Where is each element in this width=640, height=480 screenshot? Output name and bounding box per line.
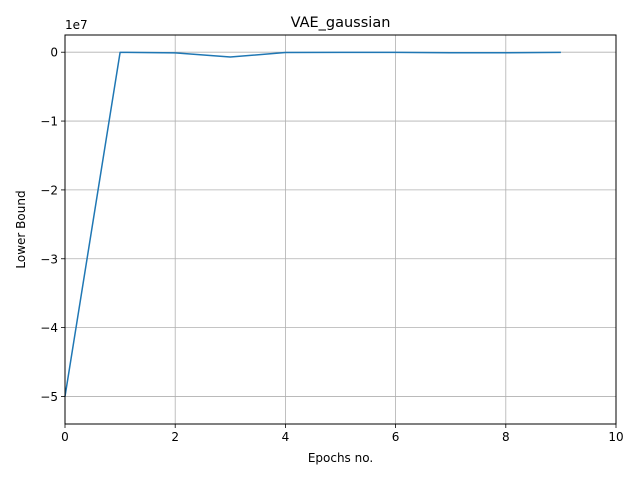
y-tick-label: −4: [40, 321, 58, 335]
x-tick-label: 0: [61, 430, 69, 444]
x-axis-label: Epochs no.: [308, 451, 373, 465]
x-tick-label: 2: [171, 430, 179, 444]
x-tick-label: 10: [608, 430, 623, 444]
y-tick-label: −5: [40, 390, 58, 404]
series-line: [64, 51, 561, 397]
y-tick-label: −3: [40, 252, 58, 266]
plot-frame: [64, 34, 617, 425]
series-layer: [64, 51, 561, 397]
y-tick-label: 0: [50, 46, 58, 60]
x-tick-label: 6: [392, 430, 400, 444]
y-tick-label: −1: [40, 115, 58, 129]
x-tick-label: 4: [282, 430, 290, 444]
y-offset-label: 1e7: [65, 18, 88, 32]
x-tick-label: 8: [502, 430, 510, 444]
y-axis-label: Lower Bound: [14, 190, 28, 268]
y-tick-label: −2: [40, 183, 58, 197]
ticks: 0 2 4 6 8 10 −5 −4 −3 −2 −1 0: [40, 46, 623, 444]
chart-title: VAE_gaussian: [291, 15, 391, 31]
